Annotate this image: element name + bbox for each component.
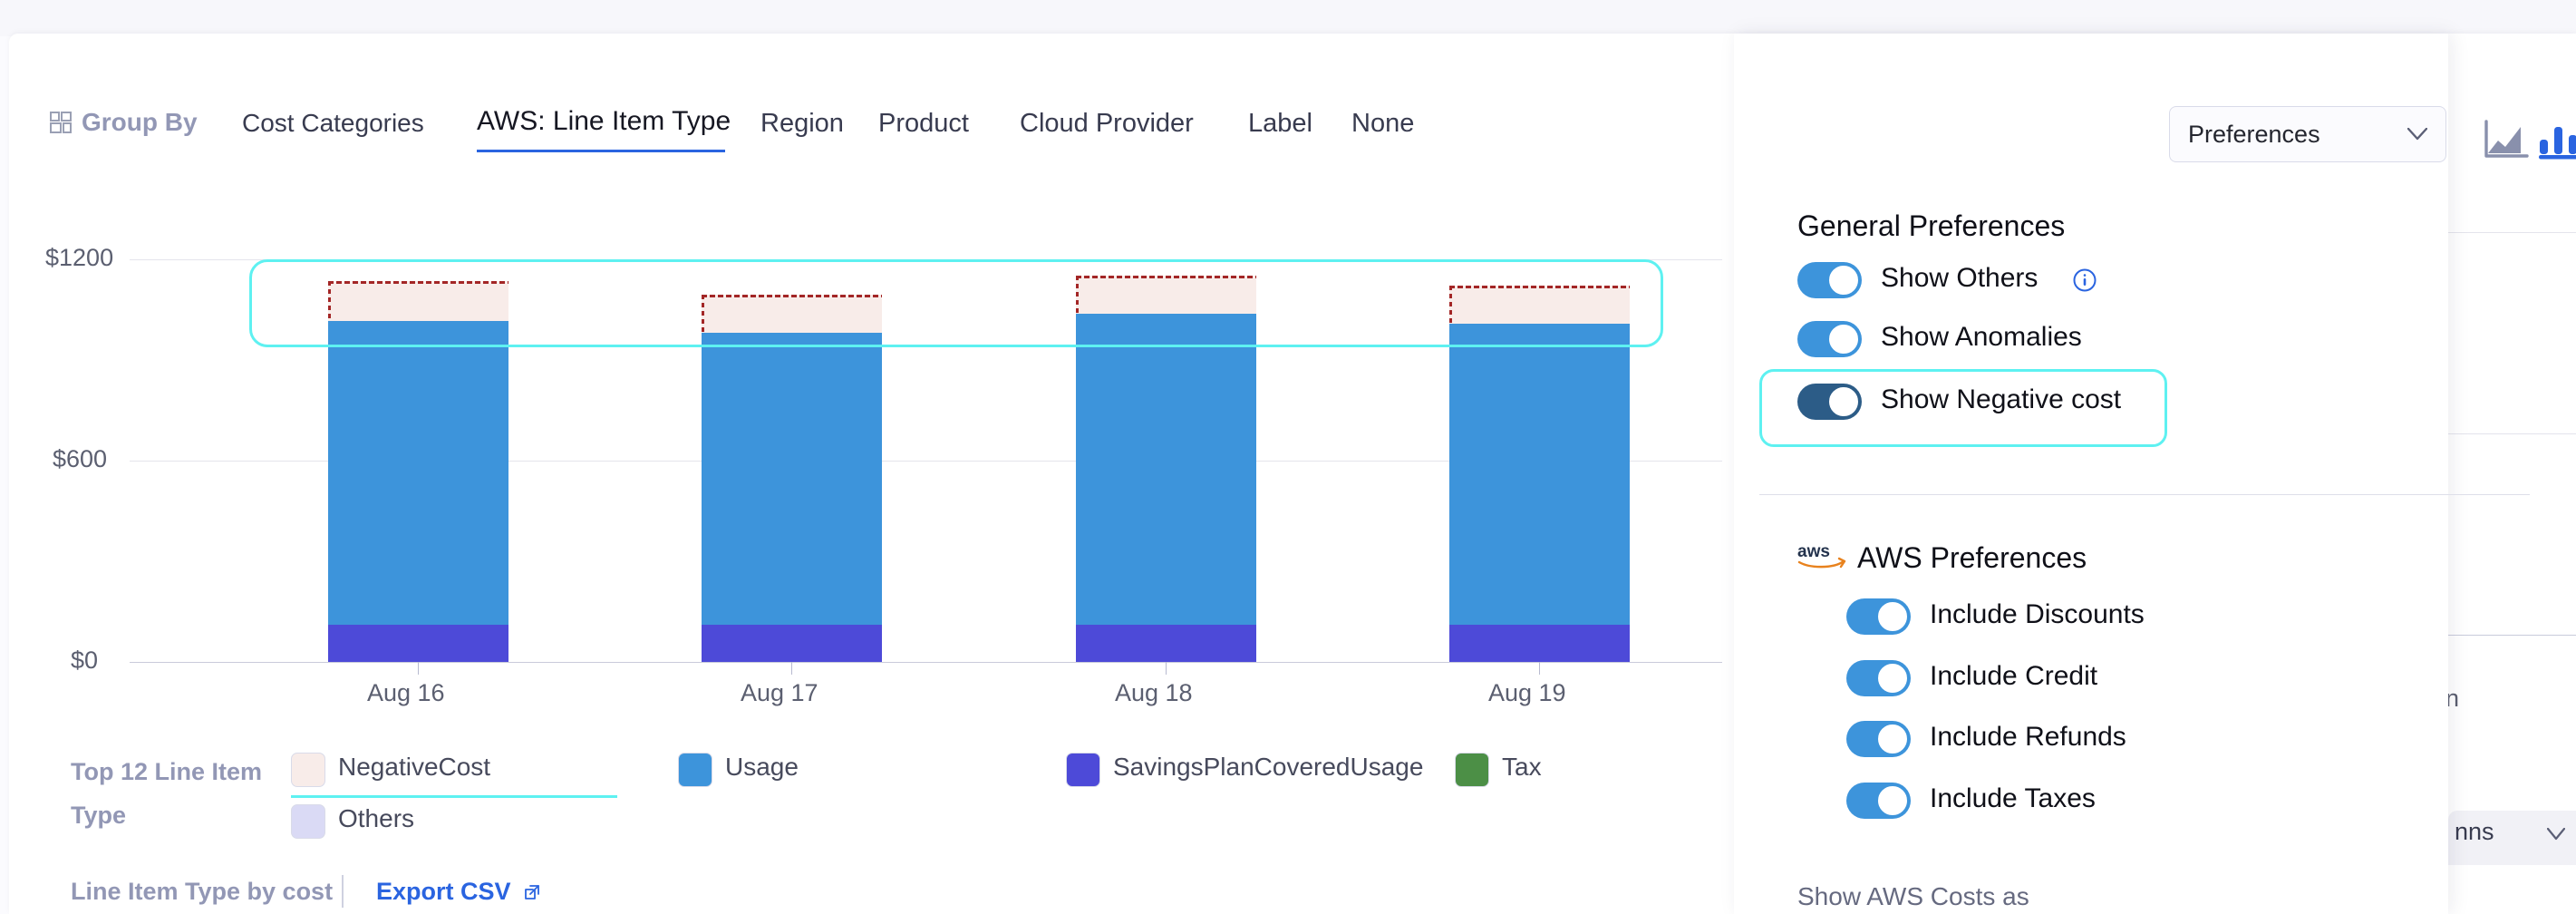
- svg-text:aws: aws: [1797, 542, 1830, 561]
